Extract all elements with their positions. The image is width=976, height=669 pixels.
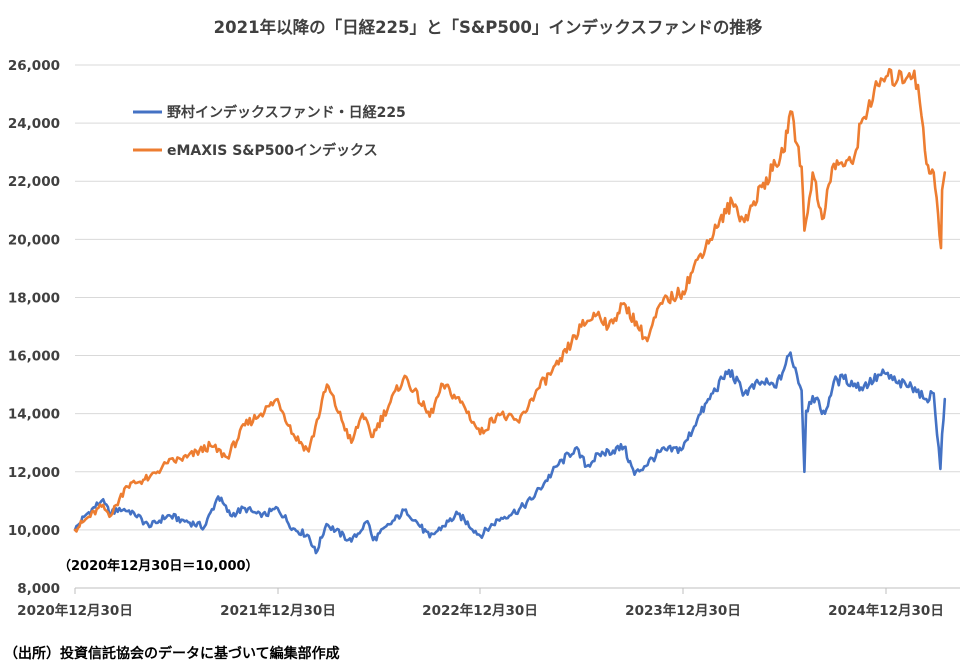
legend: 野村インデックスファンド・日経225 eMAXIS S&P500インデックス (133, 104, 406, 159)
series-lines (73, 67, 947, 555)
y-tick-label: 14,000 (8, 407, 60, 423)
y-tick-label: 12,000 (8, 465, 60, 481)
x-tick-label: 2020年12月30日 (17, 602, 133, 619)
x-tick-label: 2023年12月30日 (625, 602, 741, 619)
x-tick-label: 2021年12月30日 (220, 602, 336, 619)
y-tick-label: 8,000 (17, 581, 60, 597)
x-tick-label: 2024年12月30日 (828, 602, 944, 619)
chart-title: 2021年以降の「日経225」と「S&P500」インデックスファンドの推移 (214, 17, 763, 37)
y-tick-label: 16,000 (8, 349, 60, 365)
y-tick-label: 20,000 (8, 232, 60, 248)
legend-label: 野村インデックスファンド・日経225 (167, 104, 406, 121)
y-tick-label: 22,000 (8, 174, 60, 190)
y-tick-label: 24,000 (8, 116, 60, 132)
x-tick-label: 2022年12月30日 (422, 602, 538, 619)
legend-label: eMAXIS S&P500インデックス (167, 142, 378, 159)
source-note: （出所）投資信託協会のデータに基づいて編集部作成 (4, 645, 340, 662)
y-tick-label: 26,000 (8, 58, 60, 74)
y-tick-label: 10,000 (8, 523, 60, 539)
baseline-note: （2020年12月30日＝10,000） (58, 558, 259, 574)
gridlines (75, 64, 960, 531)
series-line-1 (73, 351, 947, 555)
y-tick-label: 18,000 (8, 290, 60, 306)
axes: 8,000 10,000 12,000 14,000 16,000 18,000 20,00… (8, 58, 960, 619)
series-line-2 (73, 67, 947, 533)
